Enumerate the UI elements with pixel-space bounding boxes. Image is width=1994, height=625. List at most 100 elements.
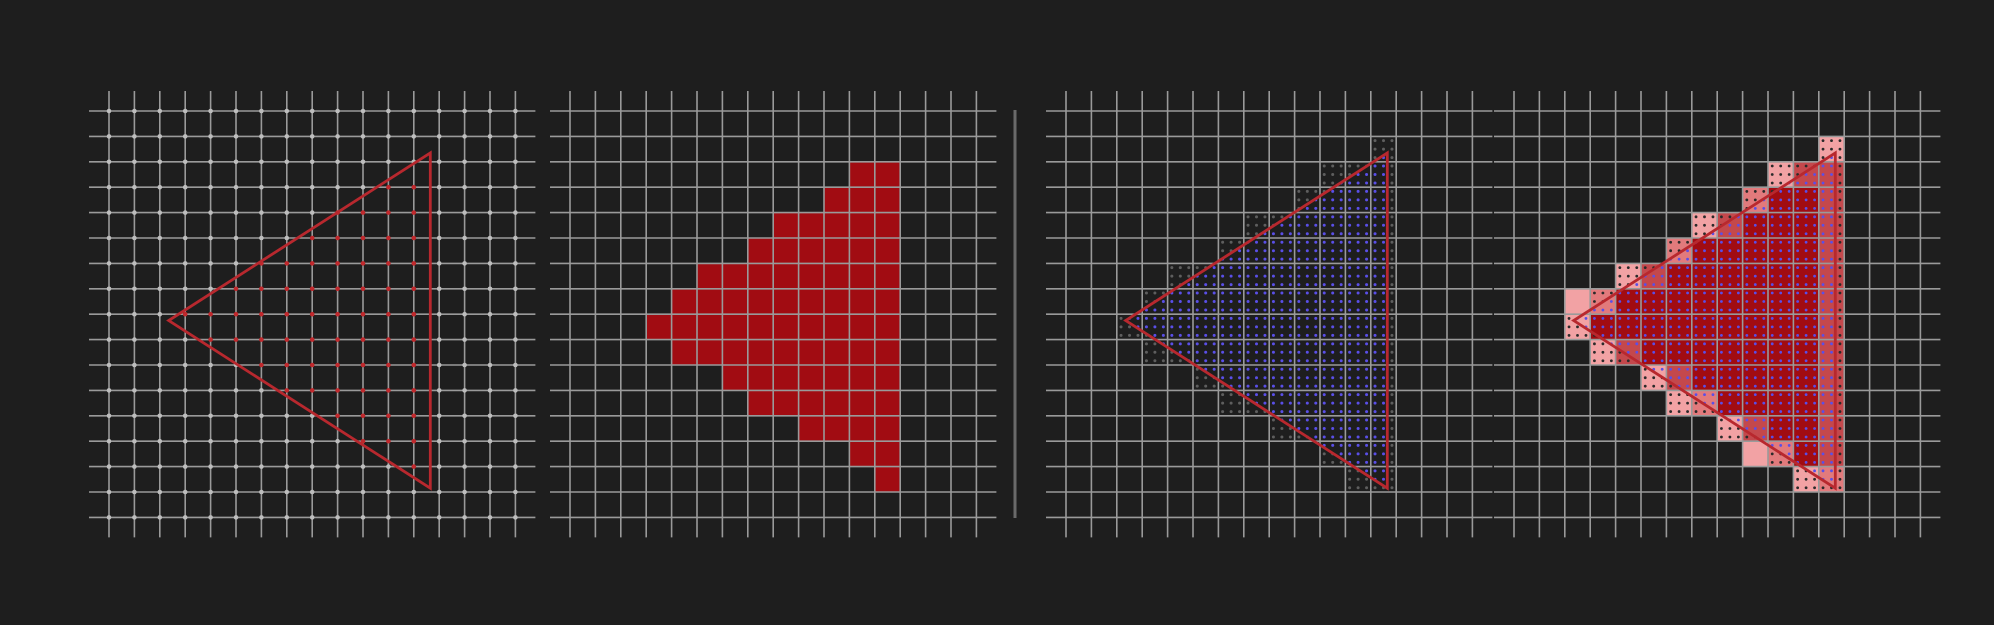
subsample-point-inside (1601, 325, 1605, 329)
subsample-point-inside (1178, 291, 1182, 295)
subsample-point-outside (1271, 427, 1275, 430)
subsample-point-outside (1736, 435, 1740, 439)
subsample-point-inside (1356, 452, 1360, 456)
sample-point (208, 108, 213, 114)
covered-cell (773, 238, 799, 264)
subsample-point-inside (1762, 427, 1766, 430)
subsample-point-inside (1779, 283, 1783, 286)
subsample-point-inside (1813, 266, 1816, 270)
subsample-point-inside (1796, 190, 1800, 193)
subsample-point-inside (1246, 350, 1250, 354)
subsample-point-inside (1382, 206, 1385, 210)
covered-cell (849, 212, 875, 238)
sample-point (233, 388, 239, 393)
subsample-point-inside (1356, 325, 1360, 329)
subsample-point-outside (1643, 384, 1647, 388)
subsample-point-inside (1736, 291, 1740, 295)
subsample-point-inside (1787, 308, 1791, 312)
subsample-point-inside (1373, 435, 1377, 439)
subsample-point-inside (1373, 164, 1377, 168)
subsample-point-inside (1728, 401, 1732, 405)
subsample-point-inside (1365, 359, 1369, 363)
subsample-point-inside (1770, 410, 1774, 413)
subsample-point-inside (1305, 410, 1309, 414)
sample-point (259, 464, 264, 469)
subsample-point-inside (1221, 274, 1225, 278)
subsample-point-inside (1830, 198, 1833, 202)
subsample-point-inside (1745, 317, 1749, 320)
subsample-point-inside (1779, 333, 1783, 337)
subsample-point-inside (1238, 300, 1242, 303)
subsample-point-inside (1796, 384, 1800, 388)
subsample-point-inside (1246, 342, 1250, 346)
subsample-point-inside (1728, 367, 1732, 371)
covered-cell (798, 339, 824, 365)
subsample-point-inside (1796, 283, 1800, 286)
subsample-point-inside (1187, 283, 1191, 287)
coverage-cell (1564, 288, 1591, 315)
subsample-point-inside (1821, 240, 1825, 244)
covered-cell (824, 365, 850, 391)
subsample-point-inside (1229, 342, 1233, 346)
subsample-point-inside (1263, 376, 1267, 380)
subsample-point-inside (1813, 181, 1816, 185)
subsample-point-inside (1813, 359, 1816, 363)
subsample-point-inside (1830, 418, 1833, 422)
subsample-point-inside (1796, 300, 1800, 303)
subsample-point-outside (1144, 342, 1148, 346)
subsample-point-inside (1779, 317, 1783, 320)
sample-point (436, 261, 442, 266)
subsample-point-inside (1787, 232, 1791, 236)
sample-point (233, 108, 239, 114)
subsample-point-outside (1390, 350, 1394, 354)
subsample-point-inside (1787, 333, 1791, 337)
subsample-point-inside (1195, 283, 1199, 287)
subsample-point-inside (1144, 325, 1148, 329)
subsample-point-inside (1821, 266, 1825, 270)
subsample-point-outside (1390, 410, 1394, 414)
sample-point (157, 134, 163, 139)
subsample-point-inside (1669, 333, 1673, 337)
sample-point-inside (335, 362, 340, 368)
subsample-point-inside (1660, 342, 1664, 346)
subsample-point-outside (1779, 164, 1783, 168)
sample-point (157, 362, 163, 368)
subsample-point-inside (1787, 342, 1791, 346)
subsample-point-inside (1753, 333, 1757, 337)
subsample-point-inside (1288, 316, 1292, 320)
sample-point (513, 261, 518, 266)
subsample-point-inside (1830, 181, 1833, 185)
subsample-point-outside (1686, 401, 1689, 405)
subsample-point-inside (1677, 266, 1681, 270)
subsample-point-outside (1593, 342, 1596, 346)
sample-point (386, 515, 391, 520)
sample-point (513, 337, 518, 342)
subsample-point-inside (1331, 333, 1335, 337)
subsample-point-inside (1382, 283, 1385, 287)
subsample-point-inside (1745, 350, 1749, 354)
subsample-point-inside (1813, 215, 1816, 219)
subsample-point-outside (1128, 325, 1131, 329)
subsample-point-outside (1119, 333, 1123, 337)
subsample-point-inside (1297, 300, 1301, 303)
sample-point (259, 515, 264, 520)
sample-point (132, 464, 137, 469)
subsample-point-inside (1787, 190, 1791, 193)
sample-point (411, 134, 417, 139)
sample-point (106, 413, 112, 419)
subsample-point-inside (1365, 367, 1369, 371)
subsample-point-inside (1221, 266, 1225, 270)
subsample-point-inside (1821, 317, 1825, 320)
subsample-point-outside (1694, 223, 1698, 227)
subsample-point-inside (1331, 376, 1335, 380)
subsample-point-inside (1187, 342, 1191, 346)
subsample-point-inside (1339, 443, 1343, 447)
subsample-point-outside (1626, 266, 1630, 270)
subsample-point-inside (1373, 410, 1377, 414)
sample-point (284, 515, 290, 520)
subsample-point-inside (1779, 350, 1783, 354)
subsample-point-inside (1618, 308, 1622, 312)
subsample-point-inside (1331, 274, 1335, 278)
subsample-point-inside (1229, 266, 1233, 270)
subsample-point-inside (1331, 206, 1335, 210)
